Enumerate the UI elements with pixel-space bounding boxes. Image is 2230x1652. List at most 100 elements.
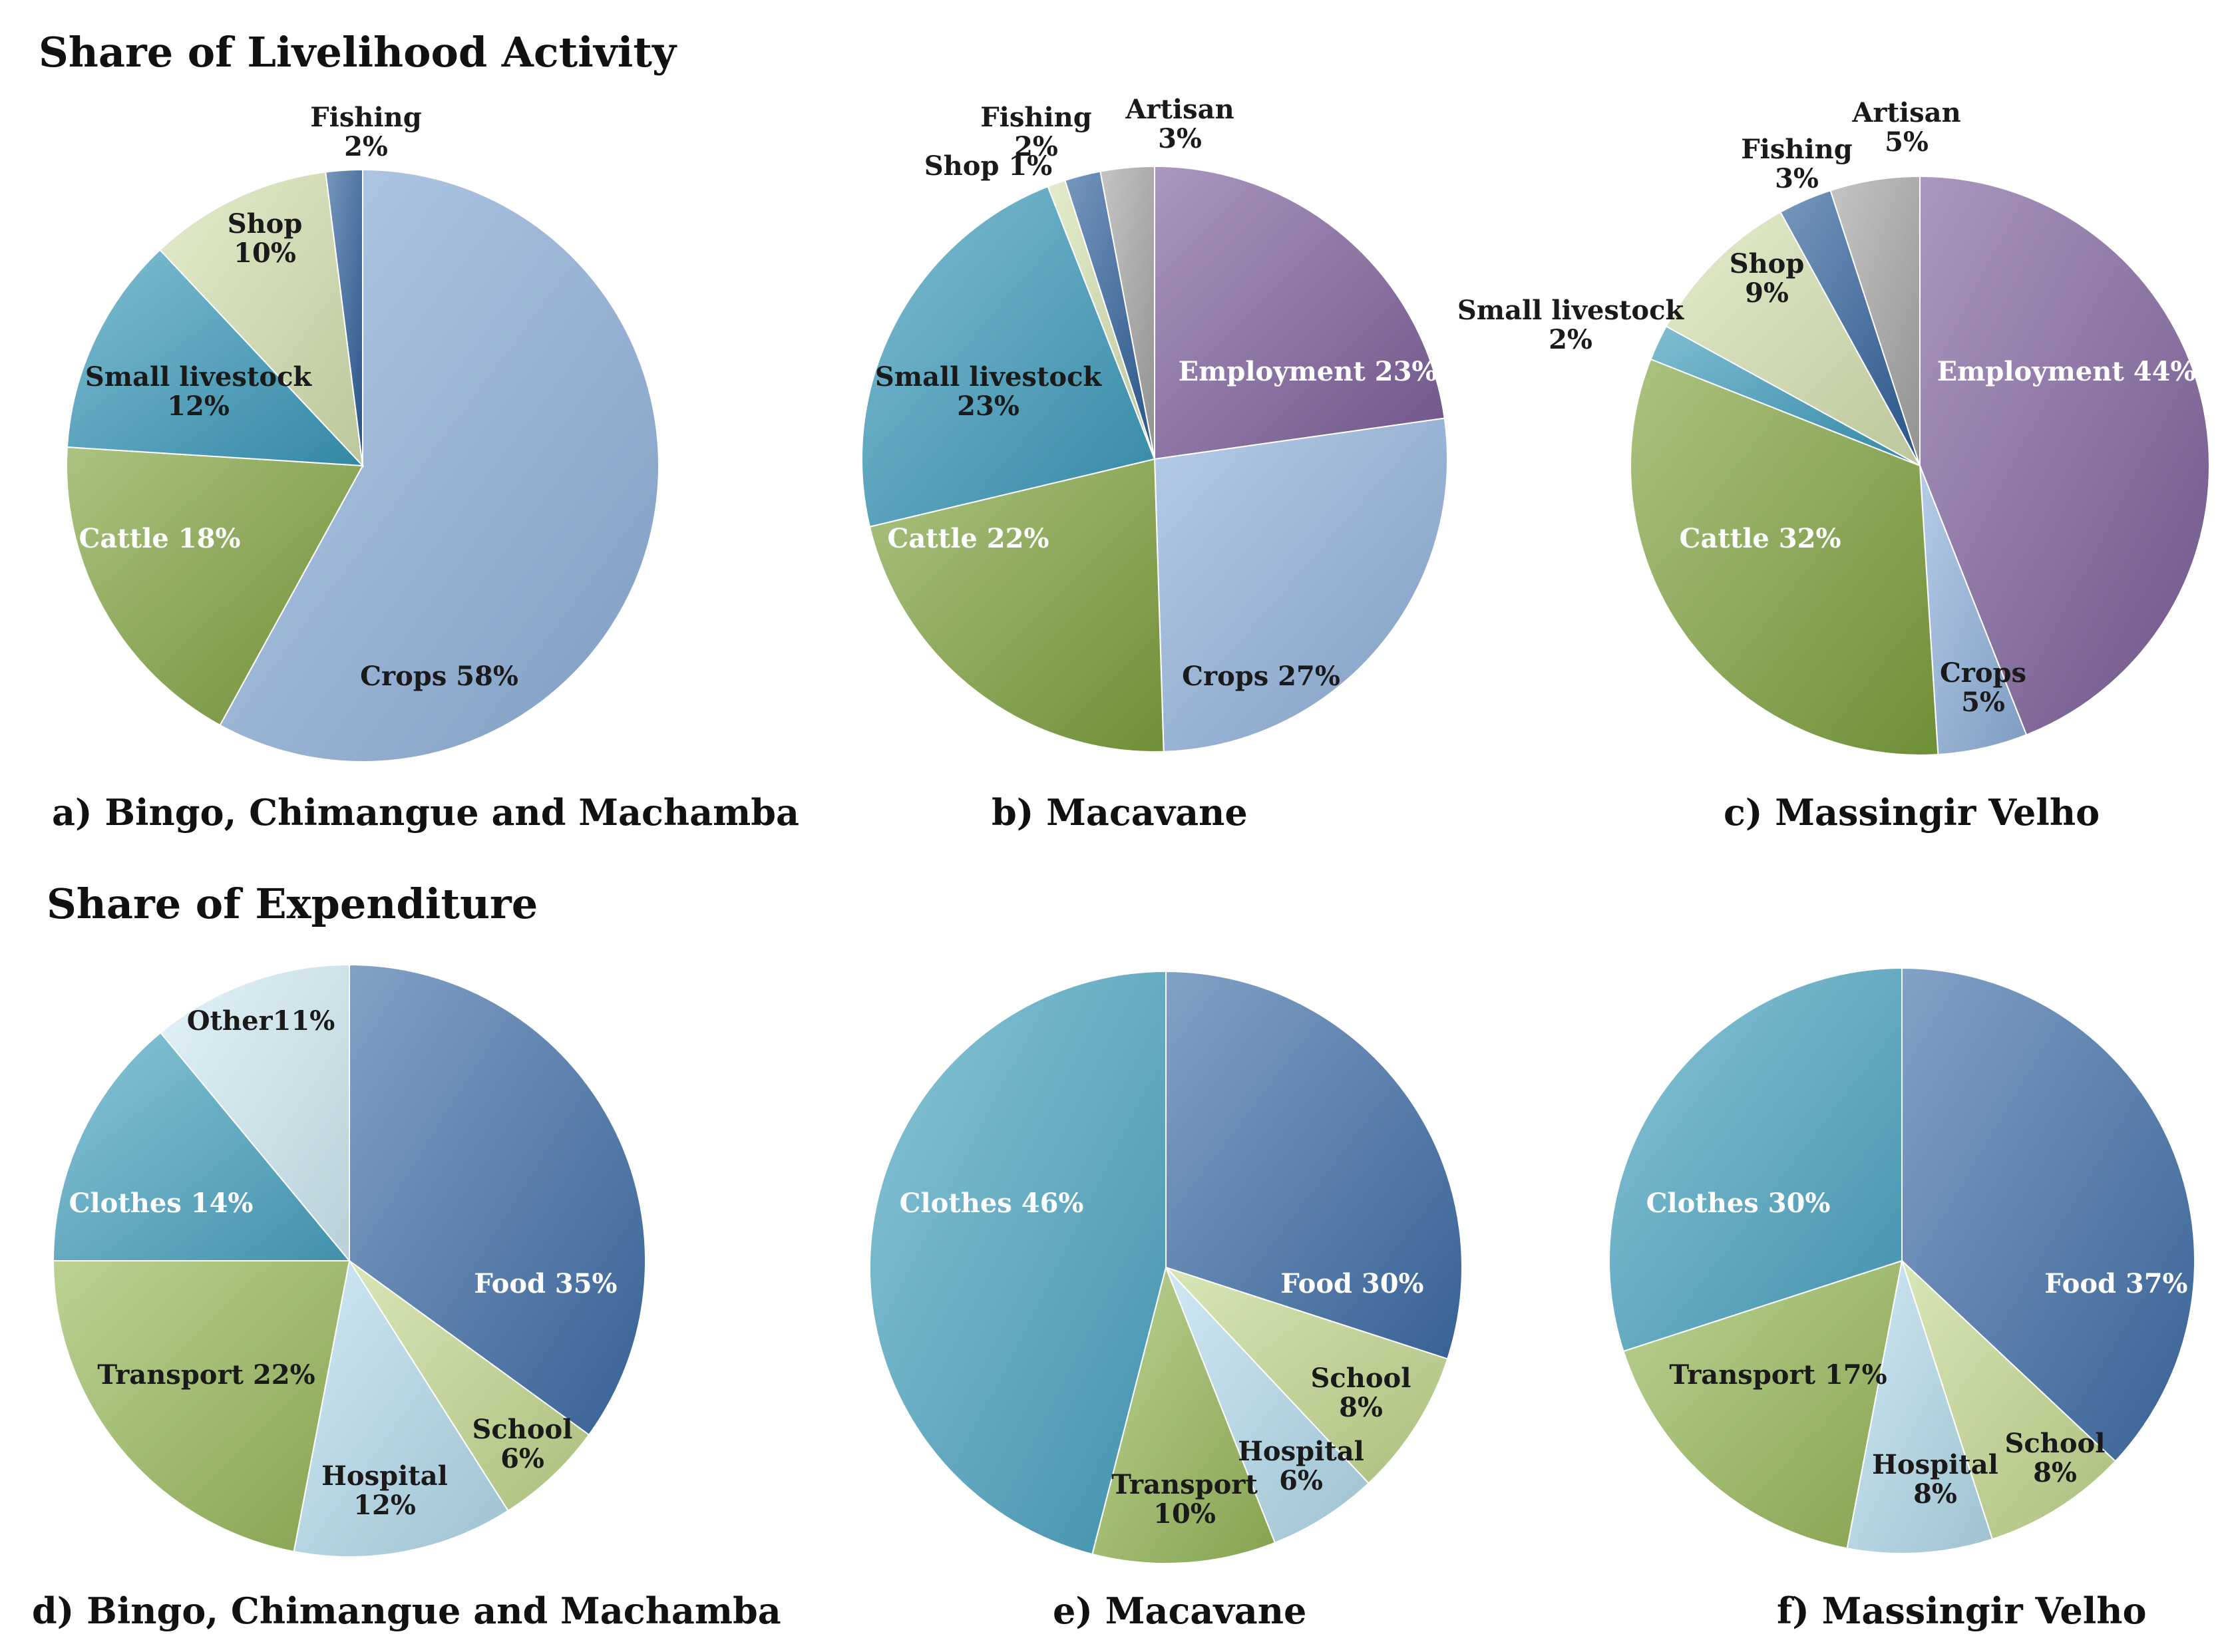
pie-chart-b: Employment 23% Crops 27% Cattle 22% Small l… (861, 94, 1448, 834)
pie-b-label-small-livestock: Small livestock 23% (875, 361, 1103, 422)
pie-b-label-line2: 23% (957, 391, 1020, 422)
pie-d-label-line1: Other11% (187, 1005, 335, 1037)
pie-c-label-small-livestock: Small livestock 2% (1457, 295, 1685, 355)
pie-a-label-line1: Cattle 18% (79, 523, 241, 554)
pie-f-label-line1: Hospital (1872, 1449, 1998, 1480)
pie-b-label-line1: Employment 23% (1179, 356, 1437, 387)
pie-d-label-line1: Clothes 14% (69, 1188, 254, 1219)
pie-b-label-fishing: Fishing 2% (980, 102, 1091, 162)
pie-c-label-fishing: Fishing 3% (1741, 134, 1852, 194)
pie-c-label-line1: Small livestock (1457, 295, 1685, 326)
pie-d-label-line1: Hospital (321, 1460, 448, 1492)
pie-chart-e: Food 30%School 8%Hospital 6%Transport 10%Cl… (869, 970, 1463, 1632)
pie-b-label-shop: Shop 1% (924, 150, 1052, 182)
pie-a-label-line2: 2% (344, 131, 388, 162)
pie-a-label-line2: 12% (167, 391, 230, 422)
pie-b-slice-crops (1153, 417, 1448, 752)
pie-e-label-line1: School (1311, 1363, 1411, 1394)
pie-c-slice-shop (1665, 211, 1922, 468)
pie-f-label-line2: 8% (1913, 1478, 1957, 1510)
pie-chart-d: Food 35% School 6% Hospital 12% Transport 22%… (32, 963, 781, 1632)
pie-f-slice-transport (1622, 1259, 1903, 1550)
pie-c-label-cattle: Cattle 32% (1680, 523, 1841, 554)
pie-a-label-small-livestock: Small livestock 12% (85, 361, 313, 422)
pie-e-label-line2: 6% (1279, 1465, 1323, 1496)
pie-b-label-employment: Employment 23% (1179, 356, 1437, 387)
pie-c-label-line1: Fishing (1741, 134, 1852, 165)
pie-c-label-shop: Shop 9% (1730, 248, 1805, 309)
pie-a-slice-fishing (325, 168, 363, 466)
pie-chart-a: Crops 58% Cattle 18% Small livestock 12% Sho… (52, 102, 799, 834)
pie-e-label-transport: Transport 10% (1111, 1469, 1258, 1530)
pie-a-slice-shop (158, 171, 364, 468)
pie-e-label-line1: Food 30% (1280, 1268, 1423, 1299)
pie-c-label-line2: 5% (1885, 126, 1929, 158)
pie-e-label-line1: Hospital (1238, 1436, 1364, 1467)
pie-f-label-line1: School (2005, 1428, 2106, 1459)
pie-e-label-hospital: Hospital 6% (1238, 1436, 1364, 1496)
pie-c-label-line2: 2% (1549, 324, 1592, 355)
pie-f-label-line1: Clothes 30% (1646, 1188, 1831, 1219)
pie-e-label-school: School 8% (1311, 1363, 1411, 1423)
pie-d-label-line2: 12% (353, 1490, 416, 1521)
pie-d-label-food: Food 35% (474, 1268, 617, 1299)
pie-b-label-crops: Crops 27% (1182, 661, 1340, 692)
pie-b-slice-small-livestock (861, 186, 1156, 528)
pie-d-label-school: School 6% (472, 1414, 573, 1474)
pie-b-label-line1: Cattle 22% (888, 523, 1049, 554)
pie-a-label-line1: Fishing (310, 102, 421, 133)
pie-e-slice-school (1165, 1267, 1449, 1484)
pie-b-label-line2: 3% (1158, 123, 1202, 154)
pie-c-slice-artisan (1829, 175, 1921, 466)
pie-a-slice-crops (219, 168, 659, 762)
caption-c: c) Massingir Velho (1724, 791, 2100, 834)
pie-f-label-hospital: Hospital 8% (1872, 1449, 1998, 1510)
pie-d-label-line1: School (472, 1414, 573, 1445)
pie-f-slice-school (1901, 1260, 2117, 1540)
pie-e-label-line1: Transport (1111, 1469, 1258, 1500)
pie-e-slice-food (1165, 970, 1463, 1360)
pie-c-label-line1: Cattle 32% (1680, 523, 1841, 554)
section-title-livelihood: Share of Livelihood Activity (39, 28, 677, 77)
pie-chart-c: Employment 44%Crops 5%Cattle 32%Small liv… (1457, 97, 2210, 834)
pie-f-label-line1: Food 37% (2044, 1268, 2187, 1299)
pie-c-slice-cattle (1630, 358, 1939, 756)
pie-c-label-artisan: Artisan 5% (1851, 97, 1960, 158)
pie-a-label-cattle: Cattle 18% (79, 523, 241, 554)
pie-f-slice-hospital (1846, 1260, 1994, 1554)
pie-d-label-line2: 6% (500, 1443, 544, 1474)
pie-d-label-clothes: Clothes 14% (69, 1188, 254, 1219)
charts-group: Crops 58%Cattle 18%Small livestock 12%Sho… (32, 94, 2210, 1632)
caption-a: a) Bingo, Chimangue and Machamba (52, 791, 799, 834)
pie-c-slice-employment (1919, 175, 2210, 736)
pie-c-label-line2: 9% (1745, 277, 1789, 309)
pie-e-slice-transport (1091, 1265, 1276, 1564)
pie-f-label-line1: Transport 17% (1669, 1359, 1887, 1391)
pie-c-label-employment: Employment 44% (1937, 356, 2196, 387)
pie-c-label-line1: Employment 44% (1937, 356, 2196, 387)
caption-f: f) Massingir Velho (1777, 1589, 2147, 1632)
caption-e: e) Macavane (1053, 1589, 1306, 1632)
pie-b-label-line1: Artisan (1125, 94, 1234, 125)
pie-a-label-shop: Shop 10% (228, 208, 303, 269)
pie-a-label-line1: Crops 58% (360, 661, 518, 692)
pie-a-slice-small-livestock (66, 249, 365, 467)
pie-c-label-crops: Crops 5% (1940, 657, 2026, 718)
pie-d-slice-transport (52, 1260, 351, 1553)
pie-b-label-line1: Crops 27% (1182, 661, 1340, 692)
pie-b-slice-cattle (868, 458, 1165, 752)
pie-b-slice-artisan (1099, 165, 1155, 460)
pie-f-label-school: School 8% (2005, 1428, 2106, 1488)
pie-d-slice-school (349, 1260, 590, 1512)
pie-c-label-line1: Artisan (1851, 97, 1960, 128)
pie-chart-f: Food 37%School 8%Hospital 8%Transport 17%C… (1608, 967, 2195, 1632)
pie-c-label-line1: Shop (1730, 248, 1805, 279)
pie-a-label-crops: Crops 58% (360, 661, 518, 692)
pie-f-label-food: Food 37% (2044, 1268, 2187, 1299)
pie-d-label-line1: Food 35% (474, 1268, 617, 1299)
pie-e-slice-clothes (869, 970, 1167, 1556)
pie-c-label-line1: Crops (1940, 657, 2026, 689)
pie-f-label-line2: 8% (2033, 1457, 2077, 1488)
pie-b-label-line2: 2% (1014, 131, 1058, 162)
